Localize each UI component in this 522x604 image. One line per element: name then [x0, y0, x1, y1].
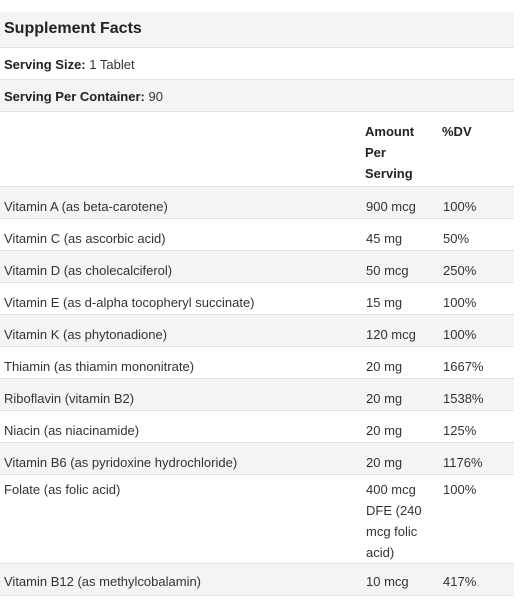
nutrient-amount: 120 mcg — [361, 313, 438, 346]
nutrient-amount: 20 mg — [361, 441, 438, 474]
column-header-amount: Amount Per Serving — [361, 110, 438, 187]
nutrient-row: Niacin (as niacinamide) 20 mg 125% — [0, 409, 515, 442]
nutrient-dv: 125% — [438, 409, 515, 442]
nutrient-name: Folate (as folic acid) — [0, 473, 361, 563]
nutrient-dv: 1176% — [438, 441, 515, 474]
panel-title: Supplement Facts — [0, 12, 515, 47]
nutrient-dv: 100% — [438, 281, 515, 314]
nutrient-amount: 900 mcg — [361, 185, 438, 218]
nutrient-amount: 20 mg — [361, 377, 438, 410]
nutrient-row: Vitamin E (as d-alpha tocopheryl succina… — [0, 281, 515, 314]
nutrient-name: Vitamin D (as cholecalciferol) — [0, 249, 361, 282]
title-row: Supplement Facts — [0, 12, 515, 47]
nutrient-name: Vitamin C (as ascorbic acid) — [0, 217, 361, 250]
nutrient-amount: 10 mcg — [361, 562, 438, 596]
nutrient-amount: 50 mcg — [361, 249, 438, 282]
nutrient-dv: 417% — [438, 562, 515, 596]
serving-size-row: Serving Size: 1 Tablet — [0, 46, 515, 79]
servings-per-container-label: Serving Per Container: — [4, 88, 145, 104]
nutrient-row: Folate (as folic acid) 400 mcg DFE (240 m… — [0, 473, 515, 563]
nutrient-dv: 1667% — [438, 345, 515, 378]
nutrient-amount: 45 mg — [361, 217, 438, 250]
nutrient-dv: 1538% — [438, 377, 515, 410]
serving-size-value: 1 Tablet — [89, 56, 135, 72]
nutrient-row: Vitamin A (as beta-carotene) 900 mcg 100% — [0, 185, 515, 218]
nutrient-name: Vitamin A (as beta-carotene) — [0, 185, 361, 218]
nutrient-row: Vitamin B6 (as pyridoxine hydrochloride)… — [0, 441, 515, 474]
servings-per-container-value: 90 — [148, 88, 163, 104]
column-header-nutrient — [0, 110, 361, 187]
servings-per-container-row: Serving Per Container: 90 — [0, 78, 515, 111]
supplement-facts-table: Supplement Facts Serving Size: 1 Tablet … — [0, 12, 515, 596]
nutrient-amount: 20 mg — [361, 345, 438, 378]
column-header-dv: %DV — [438, 110, 515, 187]
nutrient-row: Riboflavin (vitamin B2) 20 mg 1538% — [0, 377, 515, 410]
nutrient-name: Thiamin (as thiamin mononitrate) — [0, 345, 361, 378]
nutrient-name: Vitamin B12 (as methylcobalamin) — [0, 562, 361, 596]
nutrient-name: Riboflavin (vitamin B2) — [0, 377, 361, 410]
nutrient-amount: 20 mg — [361, 409, 438, 442]
nutrient-row: Vitamin C (as ascorbic acid) 45 mg 50% — [0, 217, 515, 250]
nutrient-row: Vitamin K (as phytonadione) 120 mcg 100% — [0, 313, 515, 346]
nutrient-dv: 100% — [438, 185, 515, 218]
nutrient-dv: 100% — [438, 313, 515, 346]
nutrient-name: Niacin (as niacinamide) — [0, 409, 361, 442]
nutrient-dv: 50% — [438, 217, 515, 250]
nutrient-row: Thiamin (as thiamin mononitrate) 20 mg 166… — [0, 345, 515, 378]
nutrient-name: Vitamin E (as d-alpha tocopheryl succina… — [0, 281, 361, 314]
column-header-row: Amount Per Serving %DV — [0, 110, 515, 187]
nutrient-dv: 250% — [438, 249, 515, 282]
serving-size-label: Serving Size: — [4, 56, 86, 72]
nutrient-amount: 400 mcg DFE (240 mcg folic acid) — [361, 473, 438, 563]
nutrient-name: Vitamin K (as phytonadione) — [0, 313, 361, 346]
nutrient-row: Vitamin D (as cholecalciferol) 50 mcg 250% — [0, 249, 515, 282]
nutrient-dv: 100% — [438, 473, 515, 563]
nutrient-name: Vitamin B6 (as pyridoxine hydrochloride) — [0, 441, 361, 474]
nutrient-row: Vitamin B12 (as methylcobalamin) 10 mcg 41… — [0, 562, 515, 596]
nutrient-amount: 15 mg — [361, 281, 438, 314]
supplement-facts-panel: Supplement Facts Serving Size: 1 Tablet … — [0, 12, 515, 596]
